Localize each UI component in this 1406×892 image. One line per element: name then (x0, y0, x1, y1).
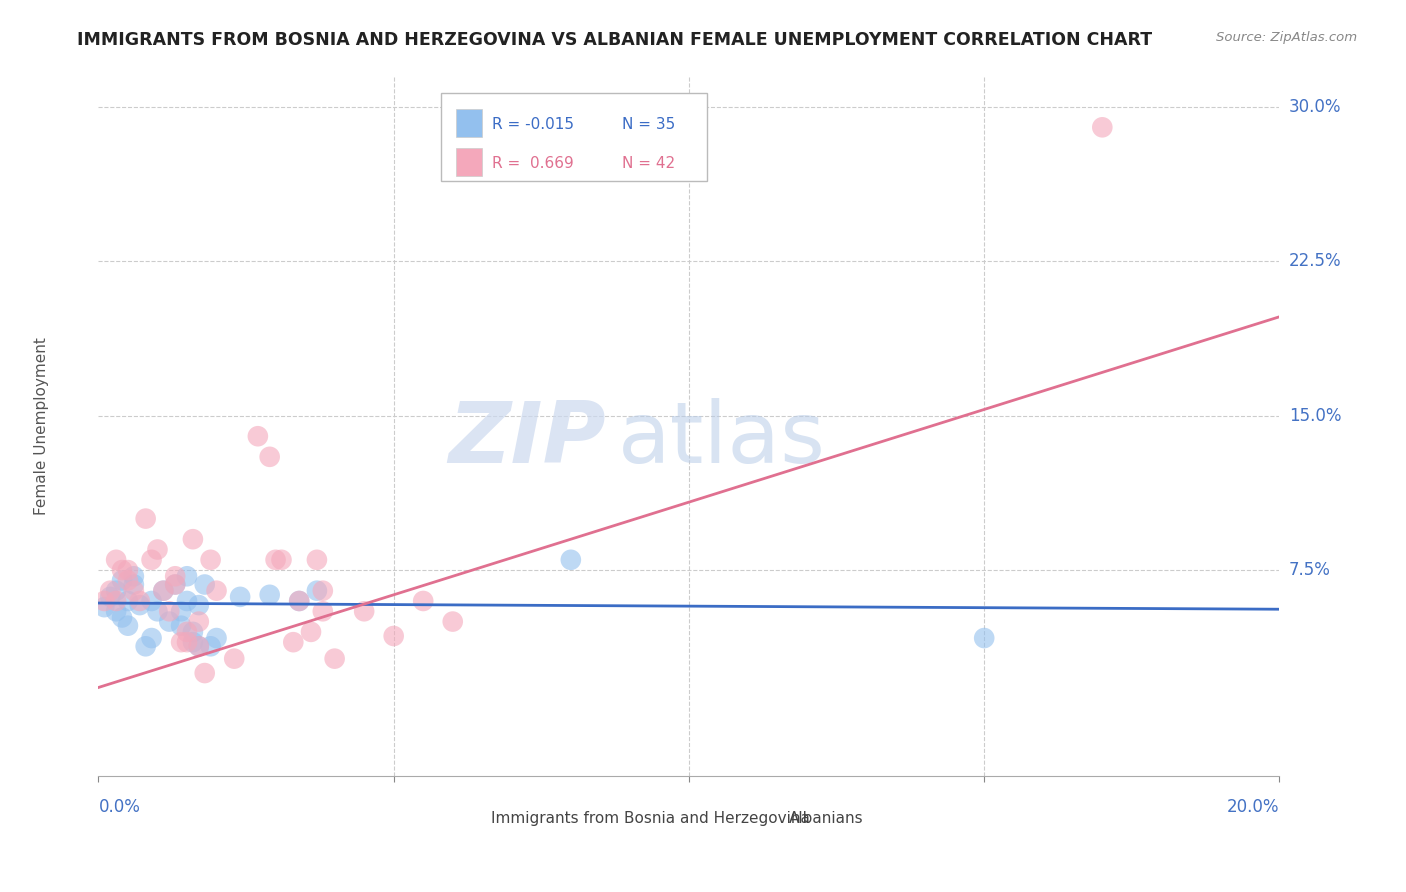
Point (122, 583, 145, 598)
Point (152, 583, 174, 598)
Point (152, 583, 174, 598)
Point (270, 553, 292, 567)
Point (111, 610, 134, 624)
Text: 22.5%: 22.5% (1289, 252, 1341, 270)
Point (200, 640, 222, 654)
Point (135, 640, 157, 654)
Point (122, 577, 145, 591)
FancyBboxPatch shape (458, 807, 485, 829)
Point (205, 583, 228, 598)
Point (141, 553, 163, 567)
Point (224, 651, 246, 665)
Point (146, 604, 169, 618)
Point (165, 569, 187, 583)
Point (323, 651, 346, 665)
Point (141, 594, 163, 608)
Point (176, 569, 198, 583)
Text: N = 42: N = 42 (621, 156, 675, 171)
Point (299, 624, 322, 639)
Text: R =  0.669: R = 0.669 (492, 156, 574, 171)
FancyBboxPatch shape (457, 148, 482, 176)
Point (165, 577, 187, 591)
Point (1091, 120, 1114, 135)
Text: ZIP: ZIP (449, 399, 606, 482)
Point (312, 604, 335, 618)
Point (229, 590, 252, 604)
Point (187, 640, 209, 654)
Text: 0.0%: 0.0% (98, 798, 141, 816)
Point (157, 615, 180, 629)
Point (246, 429, 269, 443)
Point (135, 511, 157, 525)
Point (259, 588, 281, 602)
Text: Albanians: Albanians (789, 811, 863, 826)
Point (176, 635, 198, 649)
Point (176, 624, 198, 639)
Point (93, 600, 115, 615)
FancyBboxPatch shape (457, 110, 482, 137)
Point (560, 553, 582, 567)
Point (105, 594, 128, 608)
Point (205, 631, 228, 645)
Point (122, 569, 145, 583)
Text: Source: ZipAtlas.com: Source: ZipAtlas.com (1216, 31, 1357, 45)
Point (187, 640, 209, 654)
Text: 7.5%: 7.5% (1289, 561, 1331, 579)
Text: 20.0%: 20.0% (1227, 798, 1279, 816)
Point (973, 631, 995, 645)
Point (305, 553, 328, 567)
Point (187, 615, 209, 629)
Point (187, 598, 209, 612)
Point (288, 594, 311, 608)
Point (312, 583, 335, 598)
Point (288, 594, 311, 608)
Text: N = 35: N = 35 (621, 118, 675, 132)
Text: Immigrants from Bosnia and Herzegovina: Immigrants from Bosnia and Herzegovina (491, 811, 810, 826)
Text: 15.0%: 15.0% (1289, 407, 1341, 425)
Point (305, 583, 328, 598)
Text: IMMIGRANTS FROM BOSNIA AND HERZEGOVINA VS ALBANIAN FEMALE UNEMPLOYMENT CORRELATI: IMMIGRANTS FROM BOSNIA AND HERZEGOVINA V… (77, 31, 1153, 49)
Point (283, 635, 305, 649)
Point (98, 590, 121, 604)
Point (98, 583, 121, 598)
Point (111, 563, 134, 577)
Point (200, 553, 222, 567)
Point (105, 604, 128, 618)
Point (141, 631, 163, 645)
Point (111, 574, 134, 588)
Point (412, 594, 434, 608)
Point (181, 624, 204, 639)
Point (117, 563, 139, 577)
Point (117, 574, 139, 588)
Point (105, 553, 128, 567)
Text: Female Unemployment: Female Unemployment (34, 337, 49, 515)
Point (93, 594, 115, 608)
Point (264, 553, 287, 567)
Point (382, 629, 405, 643)
Point (117, 618, 139, 632)
FancyBboxPatch shape (441, 94, 707, 181)
Point (176, 594, 198, 608)
Point (181, 532, 204, 546)
Point (128, 598, 150, 612)
Text: R = -0.015: R = -0.015 (492, 118, 574, 132)
Point (165, 577, 187, 591)
Point (194, 577, 217, 591)
Point (146, 542, 169, 557)
Point (181, 635, 204, 649)
Point (105, 583, 128, 598)
Point (194, 666, 217, 681)
Text: 30.0%: 30.0% (1289, 98, 1341, 116)
Point (157, 604, 180, 618)
Point (441, 615, 464, 629)
FancyBboxPatch shape (758, 807, 783, 829)
Point (170, 618, 193, 632)
Text: atlas: atlas (619, 399, 827, 482)
Point (353, 604, 375, 618)
Point (170, 604, 193, 618)
Point (117, 594, 139, 608)
Point (259, 450, 281, 464)
Point (170, 635, 193, 649)
Point (128, 594, 150, 608)
